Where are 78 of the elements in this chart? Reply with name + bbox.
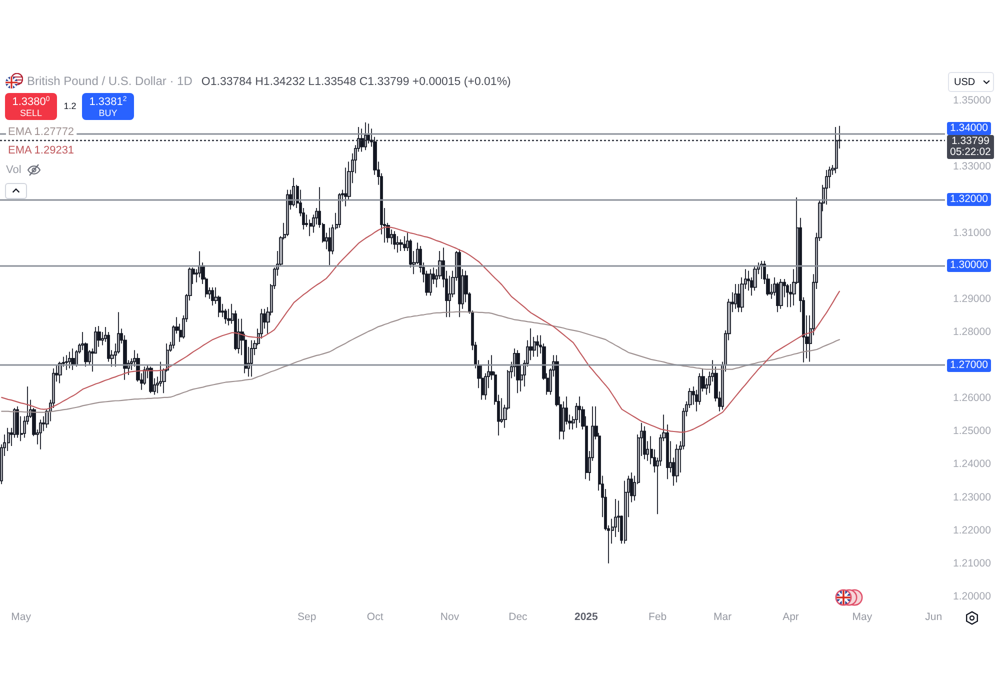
- text: EMA 1.29231: [8, 144, 74, 156]
- text: EMA 1.27772: [8, 126, 74, 138]
- annotation: 1.3380$^{0}$: [12, 96, 50, 108]
- y-tick-label: 1.23000: [953, 491, 992, 504]
- candlestick: [624, 480, 627, 544]
- line-series: [1, 226, 840, 433]
- candlestick: [224, 308, 227, 324]
- annotation: Vol: [6, 163, 22, 177]
- ref-line-label: 1.30000: [947, 259, 991, 272]
- candlestick: [149, 366, 153, 394]
- y-tick-label: 1.29000: [953, 292, 992, 305]
- candlestick: [734, 284, 737, 310]
- x-tick-label: Nov: [440, 611, 460, 623]
- candlestick: [292, 177, 295, 207]
- buy-button: 1.3381$^{2}$ BUY: [82, 93, 134, 120]
- ref-line-label: 1.33799 05:22:02: [947, 135, 994, 160]
- candlestick: [753, 265, 757, 292]
- candlestick: [338, 192, 341, 228]
- y-tick-label: 1.22000: [953, 524, 992, 536]
- candlestick: [364, 122, 367, 151]
- candlestick: [516, 350, 520, 394]
- candlestick: [227, 308, 231, 326]
- candlestick: [458, 248, 461, 318]
- annotation: SELL: [20, 108, 42, 118]
- annotation: 1.2: [62, 100, 78, 112]
- ref-line-label: 1.27000: [947, 358, 991, 372]
- candlestick: [779, 278, 783, 310]
- candlestick: [286, 189, 289, 237]
- candlestick: [39, 419, 42, 450]
- ref-line-label: 1.34000: [947, 122, 991, 136]
- candlestick: [776, 282, 779, 313]
- annotation: 1.3381$^{2}$: [89, 96, 127, 108]
- x-tick-label: May: [11, 611, 32, 623]
- y-tick-label: 1.35000: [953, 94, 992, 106]
- candlestick: [399, 238, 403, 252]
- y-tick-label: 1.26000: [953, 392, 992, 404]
- x-tick-label: 2025: [574, 611, 598, 623]
- candlestick: [393, 230, 396, 250]
- candlestick: [250, 340, 253, 378]
- candlestick: [65, 354, 68, 370]
- candlestick: [429, 268, 432, 296]
- x-tick-label: Mar: [714, 611, 732, 623]
- sell-button: 1.3380$^{0}$ SELL: [5, 93, 57, 120]
- y-tick-label: 1.20000: [953, 590, 992, 602]
- candlestick: [68, 351, 71, 369]
- candlestick: [747, 270, 750, 292]
- chart-subtitle: O1.33784 H1.34232 L1.33548 C1.33799 +0.00015 (+0.01%): [201, 76, 511, 88]
- y-tick-label: 1.33000: [953, 160, 992, 173]
- x-tick-label: Sep: [298, 611, 316, 623]
- candlestick: [71, 348, 75, 370]
- x-tick-label: Jun: [925, 611, 942, 623]
- line-series: [1, 311, 840, 413]
- ref-line-label: 1.32000: [947, 193, 991, 206]
- x-tick-label: Feb: [648, 611, 667, 623]
- y-tick-label: 1.31000: [953, 226, 992, 239]
- candlestick: [448, 275, 451, 318]
- dropdown-button: USD: [948, 72, 994, 92]
- x-tick-label: Dec: [508, 611, 528, 623]
- candlestick: [643, 426, 646, 460]
- candlestick: [403, 236, 406, 252]
- candlestick: [536, 334, 539, 358]
- y-tick-label: 1.21000: [953, 557, 992, 570]
- x-tick-label: Oct: [366, 611, 384, 623]
- x-tick-label: Apr: [782, 611, 800, 623]
- candlestick: [211, 286, 214, 306]
- y-tick-label: 1.24000: [953, 458, 992, 470]
- candlestick: [675, 444, 679, 483]
- candlestick: [760, 260, 763, 280]
- y-tick-label: 1.25000: [953, 425, 992, 438]
- candlestick: [562, 400, 565, 440]
- annotation: BUY: [98, 108, 118, 118]
- candlestick: [835, 126, 838, 174]
- candlestick: [58, 361, 62, 384]
- chart-title: British Pound / U.S. Dollar · 1D: [27, 74, 192, 88]
- y-tick-label: 1.28000: [953, 326, 992, 338]
- x-tick-label: May: [852, 611, 873, 623]
- candlestick: [328, 227, 331, 266]
- candlestick: [16, 406, 19, 438]
